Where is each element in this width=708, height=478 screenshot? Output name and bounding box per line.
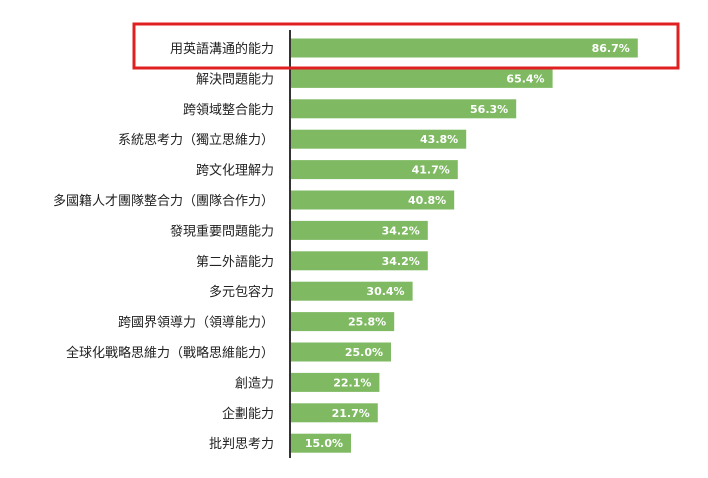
bar-value-label: 56.3%: [470, 103, 508, 116]
bars-layer: 86.7% 用英語溝通的能力 65.4% 解決問題能力 56.3% 跨領域整合能力 43.8…: [53, 38, 638, 453]
category-label: 跨領域整合能力: [183, 102, 274, 118]
category-label: 發現重要問題能力: [170, 223, 274, 239]
bar: [291, 220, 428, 240]
bar: [291, 38, 638, 58]
category-label: 多國籍人才團隊整合力（團隊合作力）: [53, 193, 274, 209]
category-label: 全球化戰略思維力（戰略思維能力）: [66, 345, 274, 361]
category-label: 第二外語能力: [196, 254, 274, 270]
bar-value-label: 25.8%: [348, 316, 386, 329]
bar: [291, 251, 428, 271]
bar: [291, 190, 455, 210]
bar-value-label: 40.8%: [408, 194, 446, 207]
category-label: 創造力: [235, 376, 274, 391]
category-label: 系統思考力（獨立思維力）: [118, 133, 274, 148]
bar-value-label: 41.7%: [412, 164, 450, 177]
bar: [291, 372, 380, 392]
bar-value-label: 21.7%: [332, 407, 370, 420]
bar-value-label: 22.1%: [333, 376, 371, 389]
category-label: 解決問題能力: [196, 72, 274, 87]
bar-value-label: 34.2%: [382, 224, 420, 237]
bar: [291, 403, 378, 423]
category-label: 多元包容力: [209, 284, 274, 300]
category-label: 批判思考力: [209, 437, 274, 452]
bar: [291, 281, 413, 301]
bar: [291, 129, 467, 149]
bar-value-label: 30.4%: [366, 285, 404, 298]
bar: [291, 99, 517, 119]
category-label: 跨文化理解力: [196, 164, 274, 179]
category-label: 企劃能力: [222, 406, 274, 422]
highlight-box: [132, 22, 680, 70]
bar-value-label: 43.8%: [420, 133, 458, 146]
bar-value-label: 15.0%: [305, 437, 343, 450]
bar-value-label: 34.2%: [382, 255, 420, 268]
bar: [291, 342, 391, 362]
category-label: 用英語溝通的能力: [170, 41, 274, 57]
bar: [291, 68, 553, 88]
bar: [291, 312, 395, 332]
bar: [291, 433, 351, 453]
bar: [291, 160, 458, 180]
bar-value-label: 65.4%: [506, 72, 544, 85]
bar-value-label: 25.0%: [345, 346, 383, 359]
bar-value-label: 86.7%: [592, 42, 630, 55]
category-label: 跨國界領導力（領導能力）: [118, 315, 274, 331]
